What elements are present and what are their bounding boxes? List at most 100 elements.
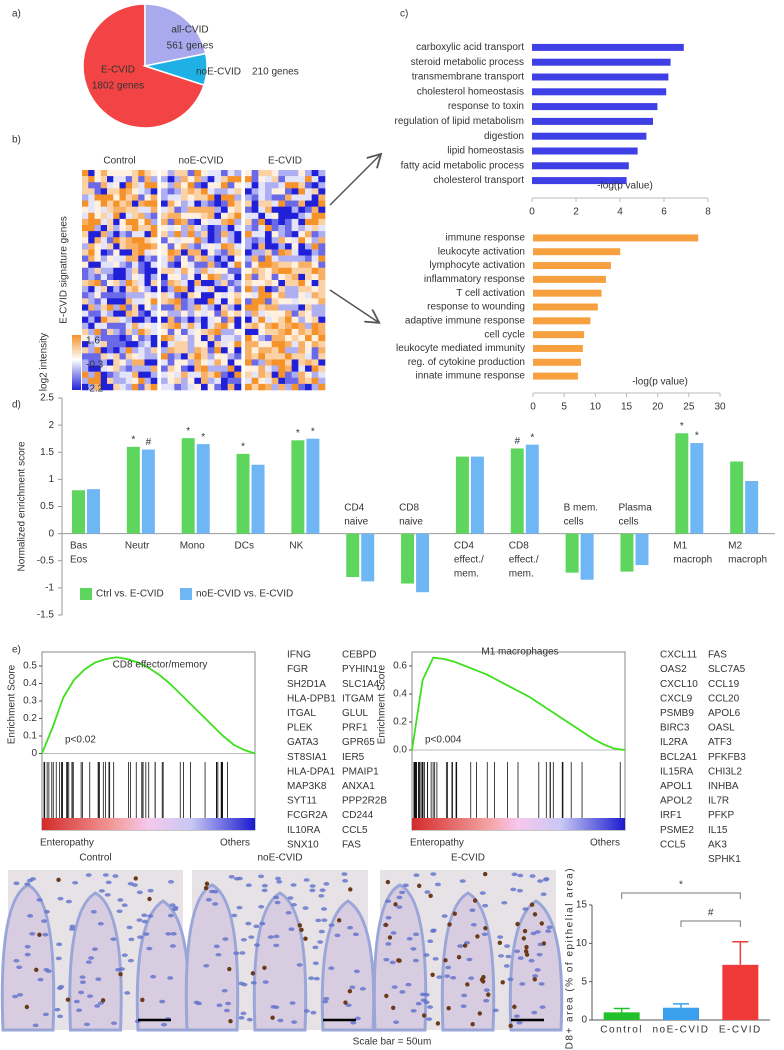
gene-name: SNX10 — [287, 839, 319, 850]
heatmap-cell — [107, 359, 114, 366]
category-label: E-CVID — [719, 1025, 762, 1036]
gene-name: INHBA — [708, 781, 739, 792]
nucleus — [309, 884, 316, 888]
nucleus — [248, 935, 255, 939]
nucleus — [323, 882, 330, 886]
gene-name: FAS — [342, 839, 361, 850]
heatmap-cell — [119, 322, 127, 330]
heatmap-cell — [119, 267, 127, 275]
heatmap-cell — [132, 206, 139, 214]
heatmap-cell — [94, 200, 102, 207]
heatmap-cell — [125, 322, 133, 330]
category-label: cells — [564, 516, 584, 527]
nucleus — [171, 907, 178, 912]
nucleus — [319, 888, 326, 893]
heatmap-cell — [194, 280, 202, 287]
heatmap-cell — [82, 335, 89, 342]
heatmap-cell — [187, 255, 195, 262]
bar — [663, 1007, 699, 1020]
heatmap-cell — [207, 237, 215, 244]
heatmap-cell — [221, 170, 228, 177]
heatmap-cell — [285, 243, 292, 250]
heatmap-cell — [311, 267, 319, 275]
heatmap-cell — [161, 359, 168, 366]
nucleus — [223, 1008, 230, 1013]
heatmap-cell — [119, 261, 127, 269]
nucleus — [312, 961, 319, 966]
heatmap-cell — [132, 243, 139, 250]
bar — [196, 444, 210, 534]
heatmap-cell — [278, 194, 286, 201]
gene-name: PSME2 — [660, 825, 694, 836]
nucleus — [16, 965, 23, 970]
heatmap-cell — [161, 328, 168, 336]
heatmap-cell — [138, 200, 145, 207]
nucleus — [545, 929, 552, 933]
heatmap-cell — [311, 347, 319, 354]
heatmap-cell — [125, 212, 133, 220]
nucleus — [27, 914, 34, 918]
heatmap-cell — [125, 292, 133, 299]
heatmap-cell — [251, 267, 259, 275]
heatmap-cell — [113, 231, 120, 238]
heatmap-cell — [227, 267, 235, 275]
bar — [565, 533, 579, 573]
heatmap-cell — [214, 261, 222, 269]
heatmap-cell — [245, 200, 252, 207]
heatmap-cell — [291, 328, 299, 336]
heatmap-cell — [201, 261, 208, 269]
heatmap-cell — [221, 225, 228, 232]
heatmap-cell — [305, 298, 312, 305]
heatmap-cell — [318, 225, 326, 232]
heatmap-cell — [187, 261, 195, 269]
cd8-cell — [227, 966, 232, 972]
nucleus — [24, 882, 31, 886]
heatmap-cell — [107, 353, 114, 360]
heatmap-cell — [278, 206, 286, 214]
heatmap-cell — [150, 359, 158, 366]
nucleus — [169, 944, 176, 948]
heatmap-cell — [113, 188, 120, 195]
heatmap-cell — [227, 322, 235, 330]
heatmap-cell — [113, 249, 120, 256]
heatmap-cell — [174, 371, 182, 379]
heatmap-cell — [167, 341, 175, 348]
heatmap-cell — [174, 243, 182, 250]
heatmap-cell — [144, 237, 152, 244]
heatmap-cell — [94, 335, 102, 342]
heatmap-cell — [245, 286, 252, 293]
nucleus — [546, 925, 553, 930]
heatmap-cell — [305, 182, 312, 189]
heatmap-cell — [311, 353, 319, 360]
gene-name: PSMB9 — [660, 708, 694, 719]
bar — [416, 533, 430, 593]
heatmap-cell — [119, 383, 127, 391]
heatmap-cell — [234, 170, 242, 177]
heatmap-cell — [245, 316, 252, 324]
gene-name: CCL5 — [660, 839, 686, 850]
heatmap-cell — [311, 194, 319, 201]
heatmap-cell — [107, 273, 114, 281]
bar — [306, 438, 320, 534]
nucleus — [105, 880, 112, 885]
heatmap-cell — [207, 273, 215, 281]
heatmap-cell — [119, 310, 127, 317]
heatmap-cell — [278, 267, 286, 275]
nucleus — [468, 976, 475, 980]
heatmap-cell — [174, 170, 182, 177]
nucleus — [385, 915, 392, 920]
heatmap-cell — [113, 243, 120, 250]
heatmap-cell — [144, 365, 152, 372]
heatmap-cell — [100, 347, 108, 354]
heatmap-cell — [181, 188, 188, 195]
nucleus — [537, 879, 544, 883]
heatmap-cell — [298, 237, 306, 244]
heatmap-cell — [132, 328, 139, 336]
gene-name: FCGR2A — [287, 810, 328, 821]
heatmap-cell — [194, 310, 202, 317]
nucleus — [507, 977, 514, 982]
heatmap-cell — [100, 335, 108, 342]
heatmap-cell — [278, 176, 286, 183]
y-tick-label: 5 — [581, 976, 587, 987]
heatmap-cell — [318, 371, 326, 379]
